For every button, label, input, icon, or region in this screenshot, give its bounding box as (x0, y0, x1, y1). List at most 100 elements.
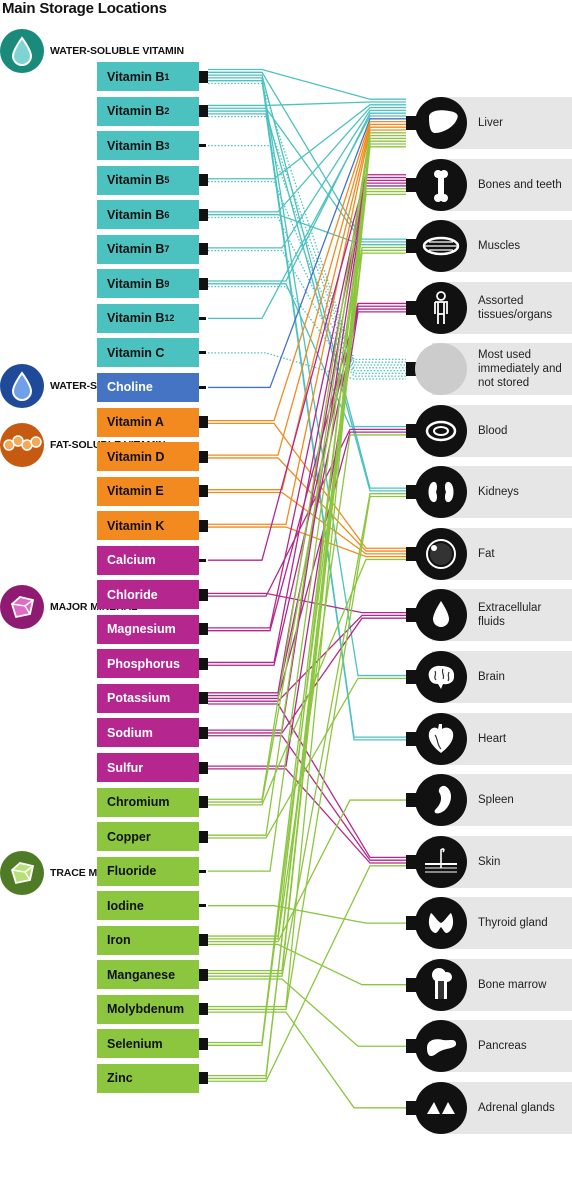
link-line (208, 71, 406, 240)
nutrient-fluoride: Fluoride (97, 856, 199, 886)
nutrient-label: Vitamin D (107, 449, 165, 464)
link-line (208, 677, 406, 839)
link-line (208, 311, 406, 767)
nutrient-magnesium: Magnesium (97, 614, 199, 644)
nutrient-label: Potassium (107, 691, 171, 706)
nutrient-connector (199, 1003, 208, 1016)
location-label: Brain (478, 670, 505, 683)
location-fat: Fat (406, 527, 572, 580)
nutrient-subscript: 3 (164, 140, 170, 151)
nutrient-connector (199, 968, 208, 981)
nutrient-label: Iron (107, 933, 131, 948)
nutrient-connector (199, 558, 206, 562)
nutrient-iron: Iron (97, 925, 199, 955)
link-line (208, 768, 406, 864)
link-line (208, 176, 406, 629)
nutrient-connector (199, 869, 206, 873)
link-line (208, 134, 406, 836)
nutrient-vitamin-a: Vitamin A (97, 407, 199, 437)
nutrient-connector (199, 692, 208, 705)
spleen-icon (415, 774, 467, 827)
link-line (208, 126, 406, 491)
nutrient-connector (199, 485, 208, 498)
link-line (208, 434, 406, 940)
category-water-soluble-vitamin: WATER-SOLUBLE VITAMIN (0, 29, 184, 73)
liver-icon (415, 97, 467, 149)
page-title: Main Storage Locations (2, 0, 167, 17)
link-line (208, 302, 406, 632)
location-thyroid-gland: Thyroid gland (406, 897, 572, 950)
link-line (208, 132, 406, 800)
droplet-icon (0, 29, 44, 73)
nutrient-label: Vitamin K (107, 518, 165, 533)
nutrient-label: Molybdenum (107, 1002, 185, 1017)
link-line (208, 250, 406, 375)
nutrient-subscript: 1 (164, 71, 170, 82)
droplet-icon (0, 364, 44, 408)
location-muscles: Muscles (406, 220, 572, 273)
nutrient-label: Selenium (107, 1036, 163, 1051)
nutrient-iodine: Iodine (97, 891, 199, 921)
nutrient-subscript: 12 (164, 313, 175, 324)
nutrient-connector (199, 830, 208, 843)
link-line (208, 146, 406, 1044)
nutrient-connector (199, 243, 208, 256)
nutrient-manganese: Manganese (97, 960, 199, 990)
skin-icon (415, 835, 467, 888)
nutrient-choline: Choline (97, 372, 199, 402)
location-label: Fat (478, 547, 495, 560)
nutrient-vitamin-e: Vitamin E (97, 476, 199, 506)
nutrient-potassium: Potassium (97, 683, 199, 713)
link-line (208, 113, 406, 741)
nutrient-label: Vitamin B (107, 311, 165, 326)
nutrient-label: Magnesium (107, 622, 176, 637)
link-line (208, 735, 406, 861)
blood-cell-icon (415, 404, 467, 457)
nutrient-connector (199, 588, 208, 601)
nutrient-connector (199, 208, 208, 221)
link-line (208, 422, 406, 549)
nutrient-label: Zinc (107, 1071, 133, 1086)
nutrient-connector (199, 726, 208, 739)
nutrient-calcium: Calcium (97, 545, 199, 575)
location-label: Thyroid gland (478, 917, 548, 930)
link-line (208, 115, 406, 319)
nutrient-connector (199, 934, 208, 947)
location-label: Kidneys (478, 486, 519, 499)
link-line (208, 174, 406, 561)
nutrient-label: Chromium (107, 795, 170, 810)
link-line (208, 905, 406, 924)
nutrient-label: Calcium (107, 553, 156, 568)
nutrient-label: Manganese (107, 967, 176, 982)
nutrient-label: Chloride (107, 587, 158, 602)
nutrient-label: Fluoride (107, 864, 157, 879)
location-label: Bone marrow (478, 978, 547, 991)
location-label: Extracellular fluids (478, 602, 542, 629)
nutrient-connector (199, 796, 208, 809)
nutrient-phosphorus: Phosphorus (97, 649, 199, 679)
nutrient-label: Vitamin B (107, 138, 165, 153)
link-line (208, 118, 406, 389)
location-heart: Heart (406, 712, 572, 765)
body-icon (415, 281, 467, 334)
empty-circle-icon (415, 343, 467, 396)
link-line (208, 137, 406, 937)
kidney-icon (415, 466, 467, 519)
link-line (208, 493, 406, 977)
link-line (208, 101, 406, 107)
bone-icon (415, 158, 467, 211)
nutrient-connector (199, 416, 208, 428)
nutrient-connector (199, 450, 208, 463)
location-kidneys: Kidneys (406, 466, 572, 519)
nutrient-connector (199, 623, 208, 636)
bone-marrow-icon (415, 958, 467, 1011)
nutrient-connector (199, 1037, 208, 1050)
nutrient-connector (199, 761, 208, 774)
nutrient-label: Vitamin C (107, 345, 165, 360)
link-line (208, 592, 406, 614)
link-line (208, 112, 406, 282)
nutrient-connector (199, 70, 208, 83)
